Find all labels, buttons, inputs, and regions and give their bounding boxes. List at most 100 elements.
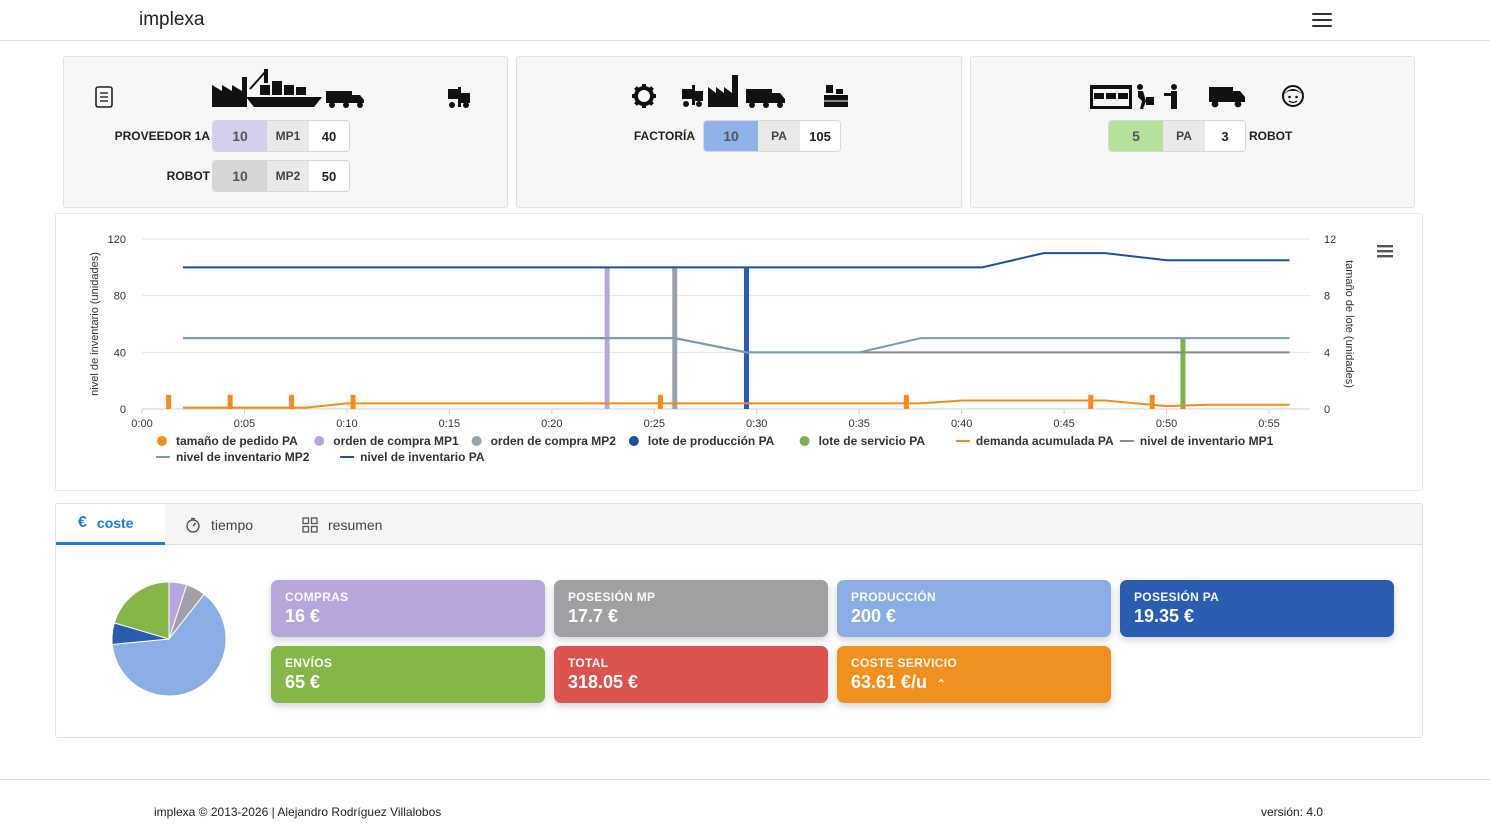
x-tick-label: 0:25 xyxy=(644,418,665,430)
retail-pa-group[interactable]: 5 PA 3 xyxy=(1108,120,1246,152)
tab-coste[interactable]: € coste xyxy=(56,504,165,545)
list-icon[interactable] xyxy=(94,85,114,109)
stopwatch-icon xyxy=(186,517,200,533)
cost-pie-chart xyxy=(111,581,227,697)
factory-label: FACTORÍA xyxy=(633,129,695,143)
x-tick-label: 0:55 xyxy=(1258,418,1279,430)
factory-ship-truck-icon xyxy=(212,69,364,108)
legend-marker xyxy=(471,436,482,446)
supplier-mp1-value[interactable]: 10 xyxy=(213,121,267,151)
y-right-tick-label: 0 xyxy=(1324,404,1330,416)
tile-posesion-mp: POSESIÓN MP 17.7 € xyxy=(554,580,828,637)
legend-label: nivel de inventario MP1 xyxy=(1140,434,1274,448)
tile-total-value: 318.05 € xyxy=(568,672,639,692)
tile-posesion-mp-label: POSESIÓN MP xyxy=(568,590,656,604)
tile-posesion-pa-value: 19.35 € xyxy=(1134,606,1195,626)
y-left-tick-label: 40 xyxy=(114,347,126,359)
tile-posesion-pa-label: POSESIÓN PA xyxy=(1134,590,1220,604)
supplier-label: PROVEEDOR 1A xyxy=(114,129,210,143)
y-left-tick-label: 120 xyxy=(108,234,126,246)
chart-menu-icon[interactable] xyxy=(1377,245,1393,258)
tile-envios-value: 65 € xyxy=(285,672,321,692)
bar-tamaño-de-pedido-PA xyxy=(1088,394,1094,409)
factory-card: FACTORÍA 10 PA 105 xyxy=(516,56,962,208)
factory-pa-group[interactable]: 10 PA 105 xyxy=(703,120,841,152)
bar-tamaño-de-pedido-PA xyxy=(1149,394,1155,409)
legend-label: tamaño de pedido PA xyxy=(176,434,298,448)
tile-posesion-mp-value: 17.7 € xyxy=(568,606,619,626)
supplier-mp2-unit: MP2 xyxy=(267,161,309,191)
tile-coste-servicio-value: 63.61 €/u xyxy=(851,672,928,692)
grid-icon xyxy=(302,516,318,533)
legend-marker xyxy=(799,436,810,446)
footer: implexa © 2013-2026 | Alejandro Rodrígue… xyxy=(0,779,1490,837)
footer-copyright: implexa © 2013-2026 | Alejandro Rodrígue… xyxy=(154,805,442,819)
x-tick-label: 0:05 xyxy=(234,418,255,430)
factory-pa-value[interactable]: 10 xyxy=(704,121,758,151)
bar-tamaño-de-pedido-PA xyxy=(657,394,663,409)
supplier-mp2-group[interactable]: 10 MP2 50 xyxy=(212,160,350,192)
forklift-icon[interactable] xyxy=(446,85,472,109)
legend-label: nivel de inventario MP2 xyxy=(176,450,310,464)
bar-lote-de-servicio-PA xyxy=(1180,338,1186,409)
y-left-axis-title: nivel de inventario (unidades) xyxy=(89,252,101,396)
euro-icon: € xyxy=(78,514,87,531)
line-nivel-de-inventario-PA xyxy=(182,252,1290,269)
legend-marker xyxy=(314,436,325,446)
x-tick-label: 0:50 xyxy=(1156,418,1177,430)
factory-pa-unit: PA xyxy=(758,121,800,151)
tile-produccion-value: 200 € xyxy=(851,606,897,626)
retail-pa-value[interactable]: 5 xyxy=(1109,121,1163,151)
bar-tamaño-de-pedido-PA xyxy=(350,394,356,409)
tab-tiempo-label: tiempo xyxy=(211,516,254,533)
legend-label: orden de compra MP1 xyxy=(333,434,459,448)
y-right-tick-label: 8 xyxy=(1324,291,1330,303)
factory-pa-amount[interactable]: 105 xyxy=(800,121,840,151)
tile-total-label: TOTAL xyxy=(568,656,609,670)
tile-envios-label: ENVÍOS xyxy=(285,656,333,670)
pie-slice-envíos[interactable] xyxy=(113,581,170,640)
tile-produccion-label: PRODUCCIÓN xyxy=(851,590,937,604)
y-right-tick-label: 12 xyxy=(1324,234,1336,246)
legend-label: nivel de inventario PA xyxy=(360,450,485,464)
cost-panel: € coste tiempo resumen COMPRAS 16 € P xyxy=(55,503,1423,738)
tab-resumen[interactable]: resumen xyxy=(302,504,412,545)
tile-total: TOTAL 318.05 € xyxy=(554,646,828,703)
retail-pa-amount[interactable]: 3 xyxy=(1205,121,1245,151)
legend-marker xyxy=(157,436,167,446)
bar-lote-de-producción-PA xyxy=(743,267,749,409)
x-tick-label: 0:20 xyxy=(541,418,562,430)
y-right-axis-title: tamaño de lote (unidades) xyxy=(1343,260,1355,388)
legend-label: lote de servicio PA xyxy=(819,434,926,448)
supplier-mp1-group[interactable]: 10 MP1 40 xyxy=(212,120,350,152)
warehouse-boxes-icon[interactable] xyxy=(822,81,850,109)
tab-resumen-label: resumen xyxy=(328,516,383,533)
y-right-tick-label: 4 xyxy=(1324,347,1330,359)
chevron-up-icon[interactable]: ⌃ xyxy=(936,677,947,691)
chart-menu-bar xyxy=(1377,245,1393,248)
line-demanda-acumulada-PA xyxy=(182,399,1290,409)
bar-tamaño-de-pedido-PA xyxy=(903,394,909,409)
hamburger-icon[interactable] xyxy=(1312,13,1332,29)
legend-label: lote de producción PA xyxy=(648,434,775,448)
customer-icon[interactable] xyxy=(1280,83,1306,109)
tile-compras-value: 16 € xyxy=(285,606,321,626)
gear-icon[interactable] xyxy=(631,83,657,109)
supplier-mp2-value[interactable]: 10 xyxy=(213,161,267,191)
supplier2-label: ROBOT xyxy=(166,169,210,183)
footer-version: versión: 4.0 xyxy=(1261,805,1324,819)
inventory-chart-panel: 120 80 40 0 12 8 4 0 0:00 0:05 0:10 0:15 0:20 0:25 0:3… xyxy=(55,213,1423,491)
tile-coste-servicio[interactable]: COSTE SERVICIO 63.61 €/u ⌃ xyxy=(837,646,1111,703)
bar-tamaño-de-pedido-PA xyxy=(289,394,295,409)
pie-slice-producción[interactable] xyxy=(111,593,227,697)
tile-envios: ENVÍOS 65 € xyxy=(271,646,545,703)
x-tick-label: 0:00 xyxy=(131,418,152,430)
tile-coste-servicio-label: COSTE SERVICIO xyxy=(851,656,958,670)
truck-icon[interactable] xyxy=(1208,83,1246,109)
supplier-mp2-amount[interactable]: 50 xyxy=(309,161,349,191)
tab-bar: € coste tiempo resumen xyxy=(56,504,1422,545)
supplier-mp1-amount[interactable]: 40 xyxy=(309,121,349,151)
tab-tiempo[interactable]: tiempo xyxy=(185,504,285,545)
brand-logo[interactable]: implexa xyxy=(139,9,205,30)
